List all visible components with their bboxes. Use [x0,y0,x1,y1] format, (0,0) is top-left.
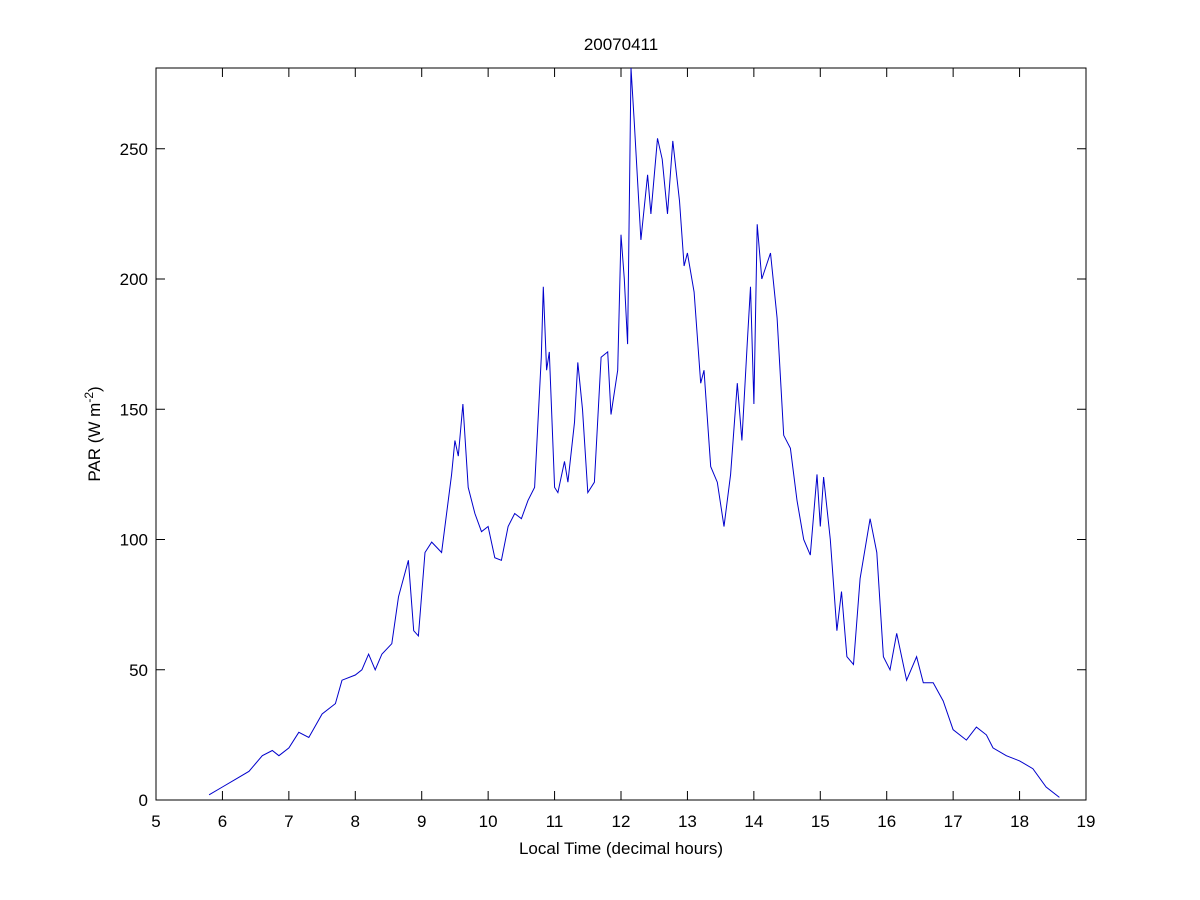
y-tick-label: 0 [139,791,148,810]
y-label-suffix: ) [85,386,104,392]
x-tick-label: 18 [1010,812,1029,831]
data-line [208,67,1060,798]
y-tick-label: 200 [120,270,148,289]
x-tick-label: 16 [877,812,896,831]
chart-title: 20070411 [584,35,658,54]
x-tick-label: 19 [1077,812,1096,831]
x-tick-label: 17 [944,812,963,831]
x-tick-label: 12 [612,812,631,831]
x-tick-label: 15 [811,812,830,831]
y-label-text: PAR (W m [85,403,104,482]
y-tick-label: 50 [129,661,148,680]
x-tick-label: 5 [151,812,160,831]
y-label-superscript: -2 [82,392,96,403]
x-tick-label: 7 [284,812,293,831]
x-tick-label: 11 [546,812,564,831]
y-axis-label: PAR (W m-2) [82,386,104,481]
x-axis-label: Local Time (decimal hours) [519,839,723,858]
x-tick-label: 14 [744,812,763,831]
y-tick-label: 100 [120,531,148,550]
y-tick-label: 150 [120,400,148,419]
x-tick-label: 8 [351,812,360,831]
x-tick-label: 13 [678,812,697,831]
y-tick-label: 250 [120,140,148,159]
x-tick-label: 6 [218,812,227,831]
plot-frame [155,67,1087,801]
x-tick-label: 9 [417,812,426,831]
x-tick-label: 10 [479,812,498,831]
